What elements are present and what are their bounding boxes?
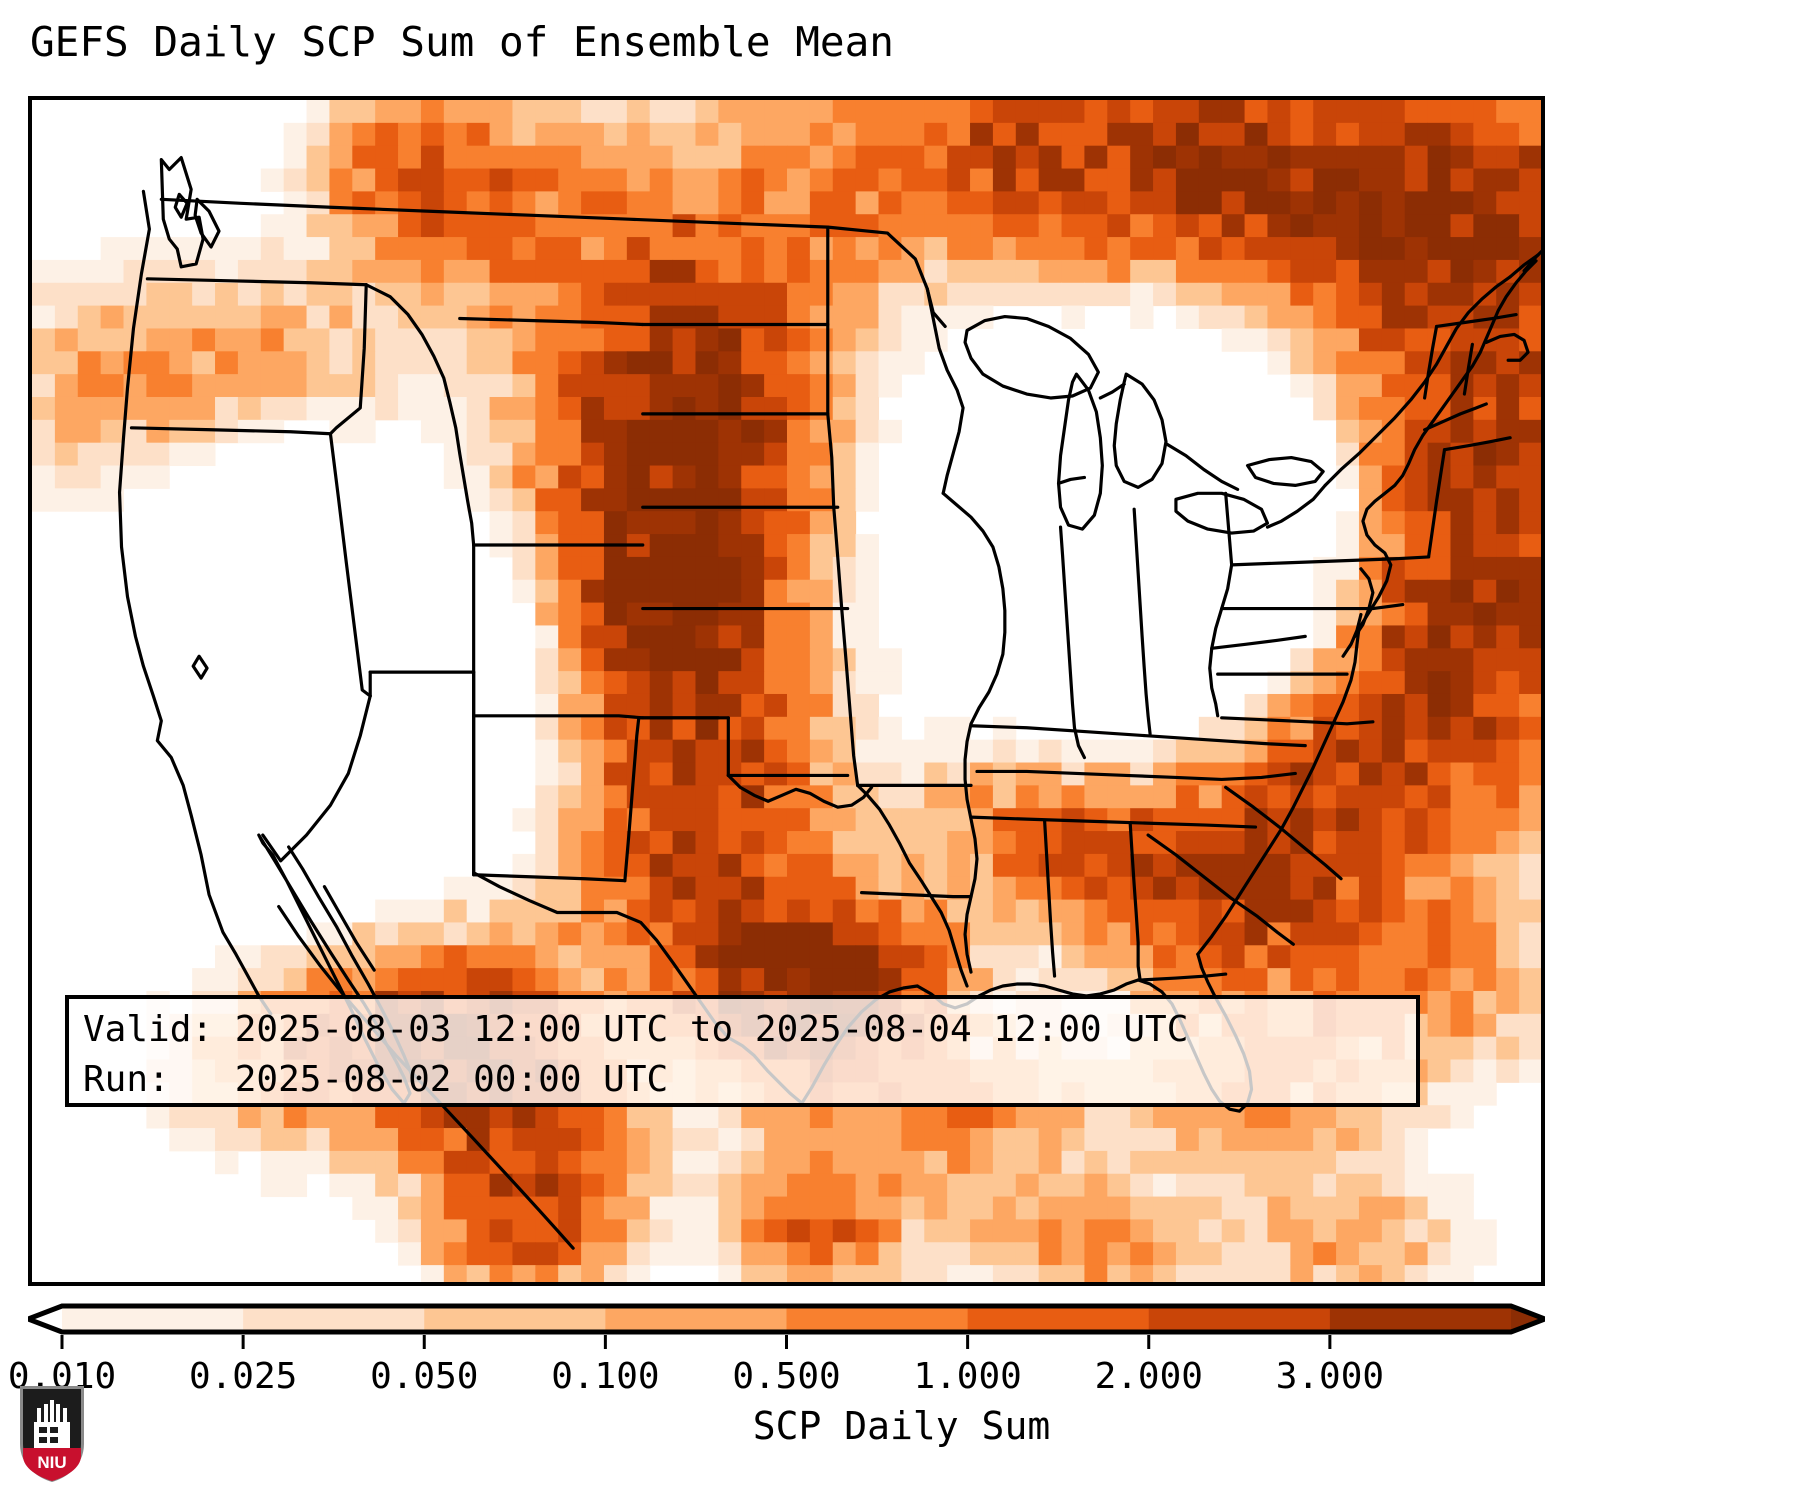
colorbar-tick-label: 2.000 [1095,1356,1203,1397]
logo-castle-windows [39,1427,58,1443]
run-time-text: Run: 2025-08-02 00:00 UTC [83,1059,669,1100]
logo-text: NIU [37,1453,66,1472]
map-panel: Valid: 2025-08-03 12:00 UTC to 2025-08-0… [28,96,1545,1286]
colorbar-ticks [60,1335,1332,1349]
colorbar-tick-label: 3.000 [1276,1356,1384,1397]
geographic-boundaries [117,156,1541,1250]
valid-run-annotation-box: Valid: 2025-08-03 12:00 UTC to 2025-08-0… [65,995,1420,1107]
colorbar-tick-label: 0.100 [551,1356,659,1397]
colorbar-tick-label: 0.050 [370,1356,478,1397]
colorbar-tick-labels: 0.010 0.025 0.050 0.100 0.500 1.000 2.000 3.000 [8,1356,1384,1397]
page-title: GEFS Daily SCP Sum of Ensemble Mean [30,18,894,66]
colorbar [28,1296,1545,1356]
colorbar-svg [28,1303,1545,1349]
colorbar-axis-label: SCP Daily Sum [752,1404,1051,1448]
logo-castle-icon [34,1400,70,1448]
niu-shield-logo: NIU [20,1386,84,1482]
colorbar-outline [28,1303,1545,1335]
colorbar-tick-label: 1.000 [913,1356,1021,1397]
colorbar-tick-label: 0.500 [732,1356,840,1397]
valid-time-text: Valid: 2025-08-03 12:00 UTC to 2025-08-0… [83,1009,1189,1050]
logo-red-banner [23,1448,81,1481]
colorbar-bands [28,1306,1545,1332]
colorbar-tick-label: 0.025 [189,1356,297,1397]
